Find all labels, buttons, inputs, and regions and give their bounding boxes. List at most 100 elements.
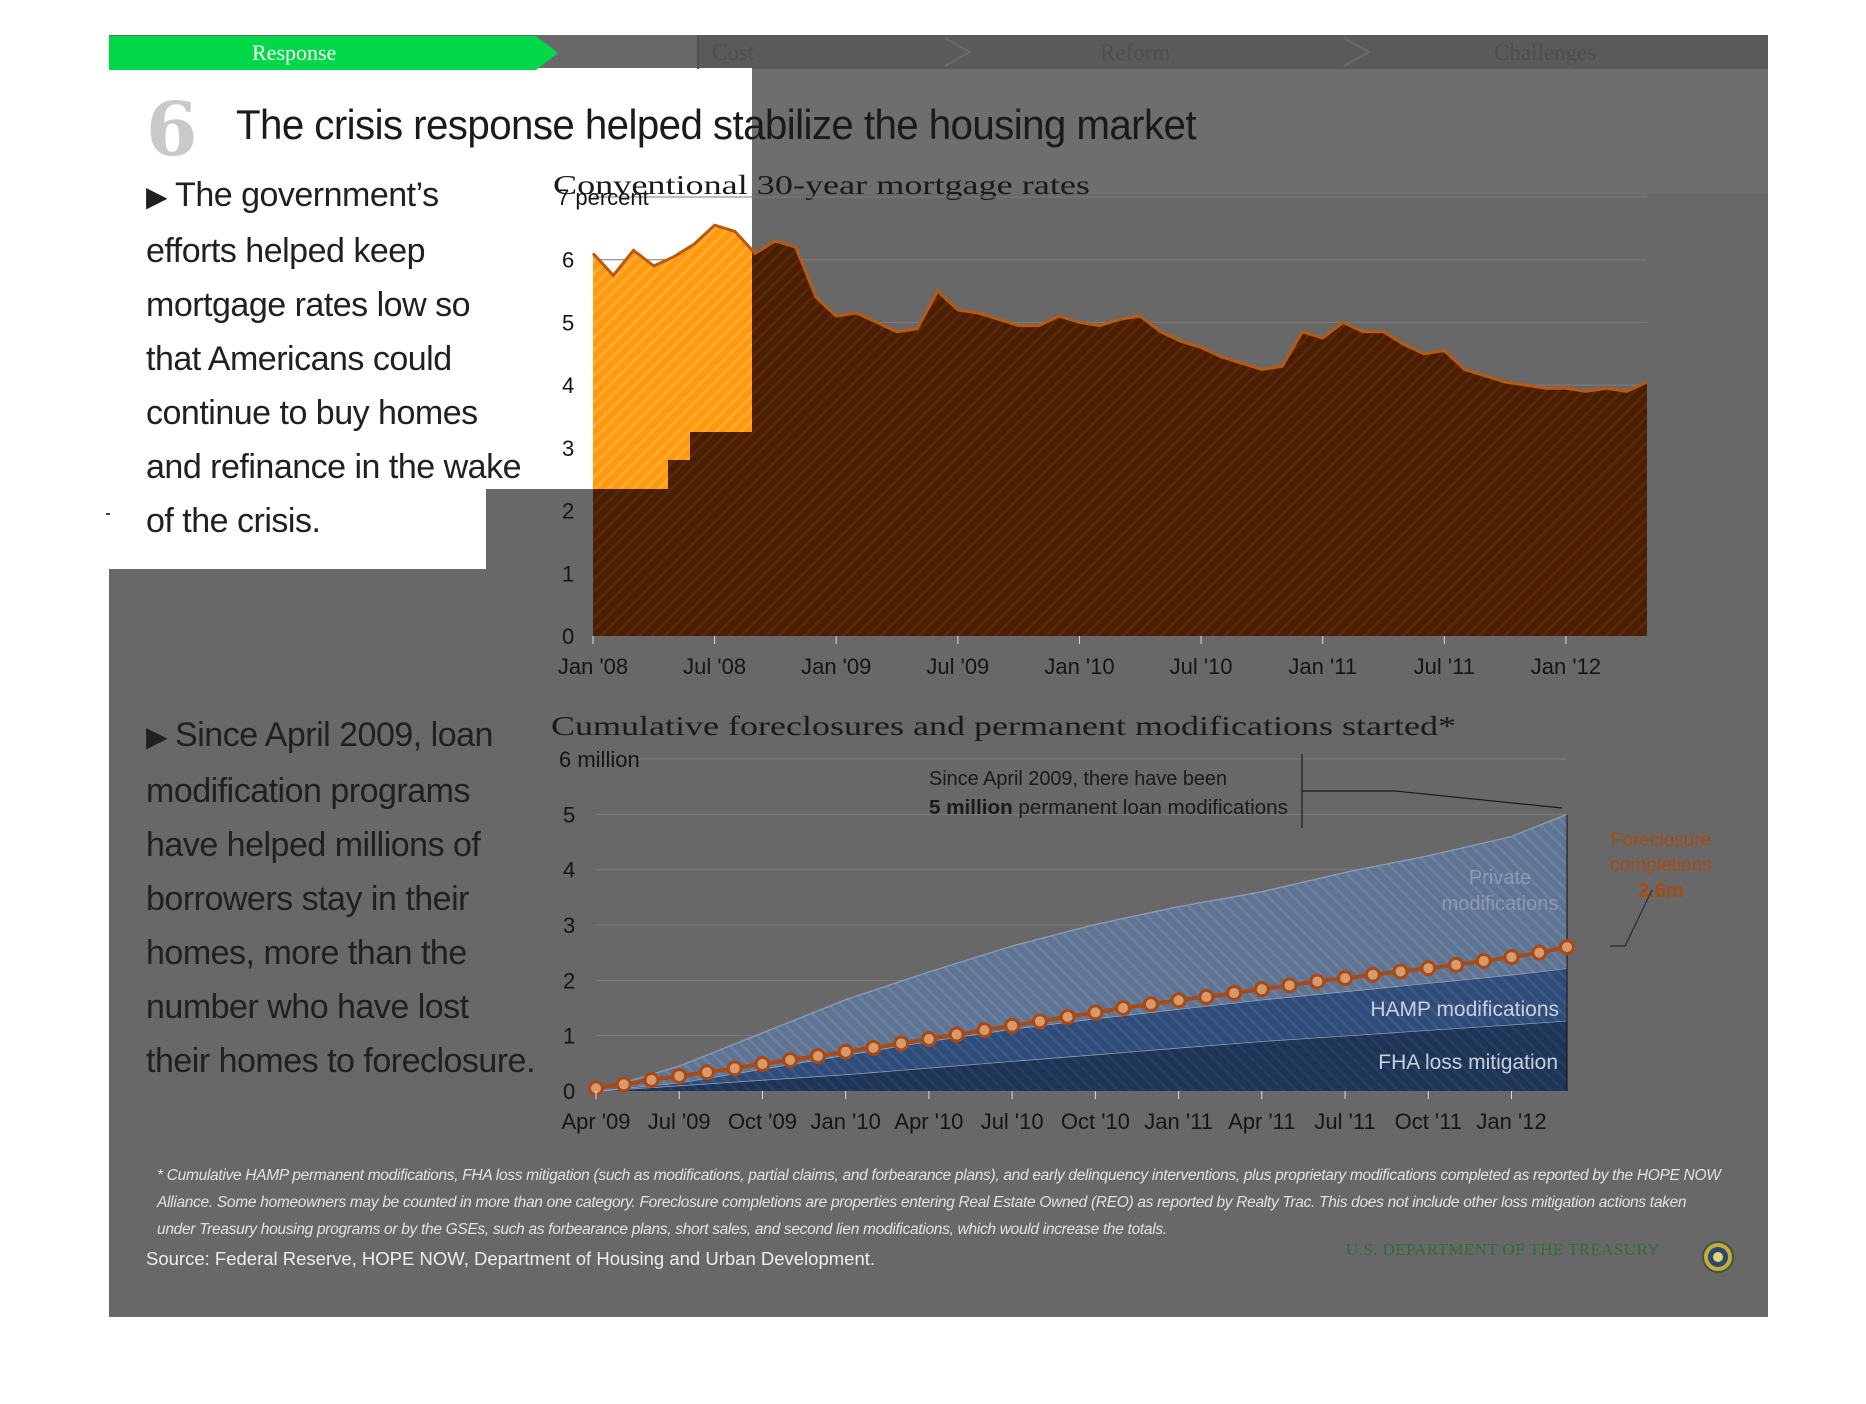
paragraph-modifications-line: have helped millions of [146, 826, 481, 864]
foreclosure-point [726, 1060, 743, 1077]
y-tick-label: 4 [563, 858, 575, 883]
series-area [596, 814, 1567, 1091]
foreclosure-point [782, 1052, 799, 1069]
foreclosure-point [1170, 992, 1187, 1009]
hamp-modifications-label: HAMP modifications [1370, 998, 1559, 1021]
foreclosure-point [1115, 1000, 1132, 1016]
y-tick-label: 6 million [559, 747, 640, 772]
foreclosure-label-2: completions [1610, 855, 1711, 876]
mortgage-y-axis: 0 1 2 3 4 5 6 7 percent [557, 185, 649, 649]
foreclosure-point [643, 1071, 660, 1088]
x-tick-label: Jan '12 [1476, 1109, 1546, 1134]
foreclosure-point [1281, 977, 1298, 994]
x-tick-label: Jul '09 [926, 654, 989, 679]
play-triangle-icon: ▶ [146, 181, 168, 212]
x-tick-label: Oct '09 [728, 1109, 797, 1134]
mortgage-rate-area [593, 225, 1647, 636]
callout-line1: Since April 2009, there have been [929, 767, 1227, 790]
nav-tabs: Cost Reform Challenges [712, 37, 1596, 67]
foreclosure-point [1253, 981, 1270, 998]
paragraph-mortgage-line-text: The government’s [175, 176, 439, 214]
paragraph-modifications: ▶ Since April 2009, loan modification pro… [146, 708, 566, 1088]
x-tick-label: Oct '11 [1395, 1109, 1462, 1134]
callout-rest: permanent loan modifications [1013, 796, 1288, 819]
foreclosure-point [948, 1026, 965, 1043]
paragraph-mortgage-line: that Americans could [146, 340, 452, 378]
foreclosure-point [1448, 956, 1465, 973]
x-tick-label: Jan '11 [1288, 654, 1357, 679]
paragraph-mortgage-line: mortgage rates low so [146, 286, 471, 324]
footnote: * Cumulative HAMP permanent modification… [157, 1167, 1721, 1238]
source-note: Source: Federal Reserve, HOPE NOW, Depar… [146, 1248, 876, 1269]
tab-cost[interactable]: Cost [712, 40, 755, 65]
white-text-panel-bottom [109, 489, 486, 569]
x-tick-label: Jul '09 [648, 1109, 711, 1134]
x-tick-label: Jan '08 [558, 654, 628, 679]
tab-reform[interactable]: Reform [1100, 40, 1170, 65]
y-tick-label: 1 [563, 1024, 575, 1049]
foreclosure-label-1: Foreclosure [1611, 830, 1711, 851]
paragraph-mortgage-line: continue to buy homes [146, 394, 478, 432]
modifications-chart: Cumulative foreclosures and permanent mo… [551, 711, 1712, 1134]
tick-mark [106, 513, 110, 515]
response-tab-label: Response [252, 40, 336, 65]
paragraph-mortgage: ▶ The government’s efforts helped keep mo… [146, 168, 596, 548]
paragraph-modifications-line: homes, more than the [146, 934, 467, 972]
nav-bar [697, 35, 1768, 69]
foreclosure-line [588, 939, 1575, 1097]
x-tick-label: Jul '11 [1314, 1109, 1375, 1134]
callout-line2: 5 million permanent loan modifications [929, 796, 1288, 819]
treasury-seal [1702, 1241, 1734, 1273]
foreclosure-point [1004, 1017, 1021, 1034]
play-triangle-icon: ▶ [146, 721, 168, 752]
x-tick-label: Apr '10 [894, 1109, 963, 1134]
foreclosure-point [1087, 1004, 1104, 1021]
foreclosure-point [1142, 996, 1159, 1013]
foreclosure-point [865, 1039, 882, 1056]
response-tab[interactable] [109, 36, 558, 70]
tab-challenges[interactable]: Challenges [1494, 40, 1596, 65]
y-tick-label: 2 [563, 968, 575, 993]
slide-number: 6 [146, 87, 198, 173]
foreclosure-point [809, 1048, 826, 1065]
foreclosure-point [1475, 952, 1492, 969]
modifications-x-axis: Apr '09 Jul '09 Oct '09 Jan '10 Apr '10 Jul '… [561, 1091, 1547, 1134]
foreclosure-point [1059, 1008, 1076, 1025]
foreclosure-point [1531, 944, 1548, 961]
modifications-areas [595, 813, 1568, 1092]
paragraph-modifications-line: ▶ Since April 2009, loan [146, 708, 566, 764]
foreclosure-value: 2.6m [1638, 880, 1684, 902]
foreclosure-point [1031, 1013, 1048, 1030]
modifications-y-axis: 0 1 2 3 4 5 6 million [559, 747, 640, 1104]
foreclosure-point [1309, 973, 1326, 990]
x-tick-label: Apr '11 [1228, 1109, 1295, 1134]
paragraph-mortgage-line: efforts helped keep [146, 232, 426, 270]
x-tick-label: Jan '10 [1044, 654, 1114, 679]
foreclosure-point [754, 1055, 771, 1072]
foreclosure-point [698, 1064, 715, 1081]
paragraph-modifications-line: their homes to foreclosure. [146, 1042, 536, 1080]
series-area [596, 968, 1567, 1091]
foreclosure-point [615, 1076, 632, 1093]
y-tick-label: 3 [563, 913, 575, 938]
foreclosure-point [893, 1035, 910, 1052]
private-modifications-label: modifications [1442, 893, 1559, 915]
x-tick-label: Jan '12 [1531, 654, 1601, 679]
y-tick-label: 3 [562, 436, 574, 461]
x-tick-label: Oct '10 [1061, 1109, 1130, 1134]
paragraph-mortgage-line: of the crisis. [146, 502, 321, 540]
x-tick-label: Jul '11 [1414, 654, 1475, 679]
y-tick-label: 2 [562, 499, 574, 524]
foreclosure-point [1392, 963, 1409, 980]
department-name: U.S. DEPARTMENT OF THE TREASURY [1346, 1240, 1660, 1259]
modifications-callout: Since April 2009, there have been 5 mill… [929, 754, 1563, 828]
paragraph-mortgage-line: and refinance in the wake [146, 448, 521, 486]
x-tick-label: Apr '09 [561, 1109, 630, 1134]
series-labels: Private modifications HAMP modifications FH… [1370, 867, 1559, 1074]
foreclosure-callout: Foreclosure completions 2.6m [1610, 830, 1712, 947]
paragraph-modifications-line: modification programs [146, 772, 470, 810]
foreclosure-point [837, 1043, 854, 1060]
foreclosure-point [671, 1068, 688, 1085]
foreclosure-point [1503, 949, 1520, 966]
y-tick-label: 7 percent [557, 185, 649, 210]
